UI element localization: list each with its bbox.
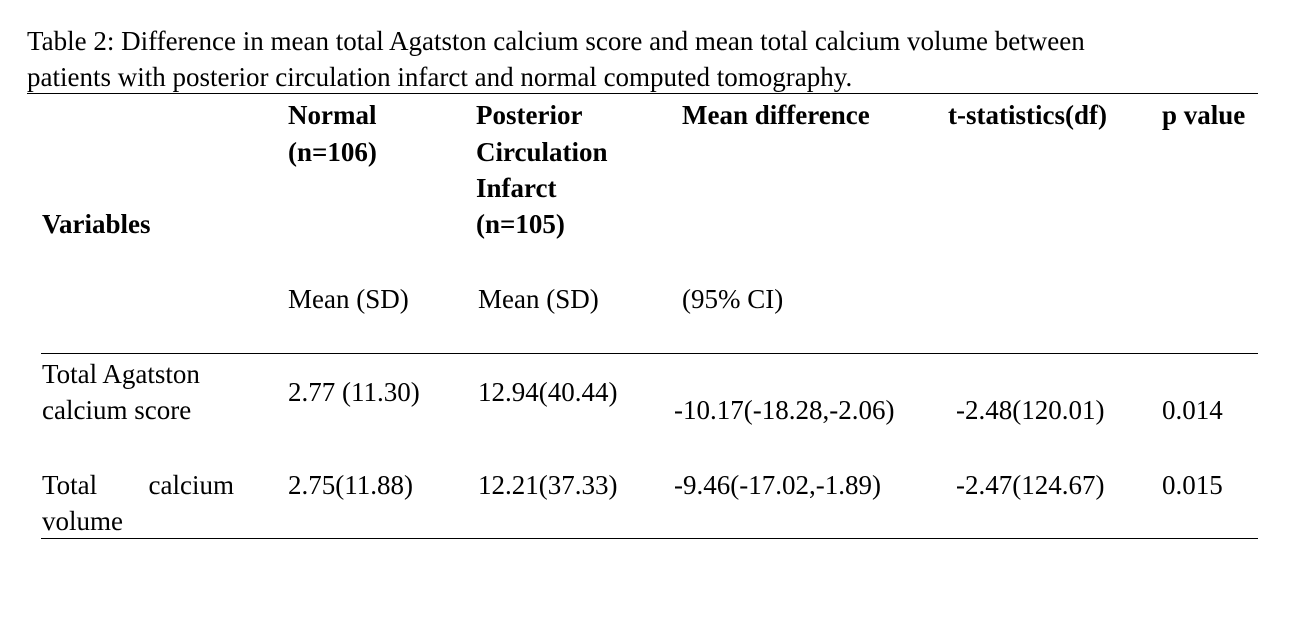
row-2-mean-difference: -9.46(-17.02,-1.89) bbox=[674, 470, 881, 500]
table-bottom-rule bbox=[41, 538, 1258, 539]
subheader-normal: Mean (SD) bbox=[288, 284, 409, 314]
row-1-p-value: 0.014 bbox=[1162, 395, 1223, 425]
row-1-normal: 2.77 (11.30) bbox=[288, 377, 420, 407]
row-2-p-value: 0.015 bbox=[1162, 470, 1223, 500]
header-normal-line-2: (n=106) bbox=[288, 137, 377, 167]
header-p-value: p value bbox=[1162, 100, 1246, 130]
row-1-t-statistics: -2.48(120.01) bbox=[956, 395, 1105, 425]
row-2-normal: 2.75(11.88) bbox=[288, 470, 413, 500]
table-top-rule bbox=[27, 93, 1258, 94]
header-posterior-line-4: (n=105) bbox=[476, 209, 565, 239]
row-2-variable-line-1: Total calcium bbox=[42, 467, 234, 503]
header-t-statistics: t-statistics(df) bbox=[948, 100, 1107, 130]
row-2-posterior: 12.21(37.33) bbox=[478, 470, 618, 500]
header-posterior-line-3: Infarct bbox=[476, 173, 557, 203]
header-posterior-line-1: Posterior bbox=[476, 100, 583, 130]
row-1-variable-line-1: Total Agatston bbox=[42, 359, 200, 389]
row-1-variable-line-2: calcium score bbox=[42, 395, 192, 425]
table-caption-line-2: patients with posterior circulation infa… bbox=[27, 62, 853, 92]
subheader-posterior: Mean (SD) bbox=[478, 284, 599, 314]
row-2-t-statistics: -2.47(124.67) bbox=[956, 470, 1105, 500]
header-variables: Variables bbox=[42, 209, 151, 239]
row-1-posterior: 12.94(40.44) bbox=[478, 377, 618, 407]
row-2-variable-word-2: calcium bbox=[148, 470, 234, 500]
row-1-mean-difference: -10.17(-18.28,-2.06) bbox=[674, 395, 895, 425]
header-posterior-line-2: Circulation bbox=[476, 137, 608, 167]
header-mean-difference: Mean difference bbox=[682, 100, 870, 130]
table-header-rule bbox=[41, 353, 1258, 354]
subheader-mean-difference: (95% CI) bbox=[682, 284, 784, 314]
row-2-variable-line-2: volume bbox=[42, 506, 123, 536]
table-caption-line-1: Table 2: Difference in mean total Agatst… bbox=[27, 26, 1085, 56]
row-2-variable-word-1: Total bbox=[42, 470, 98, 500]
header-normal-line-1: Normal bbox=[288, 100, 377, 130]
